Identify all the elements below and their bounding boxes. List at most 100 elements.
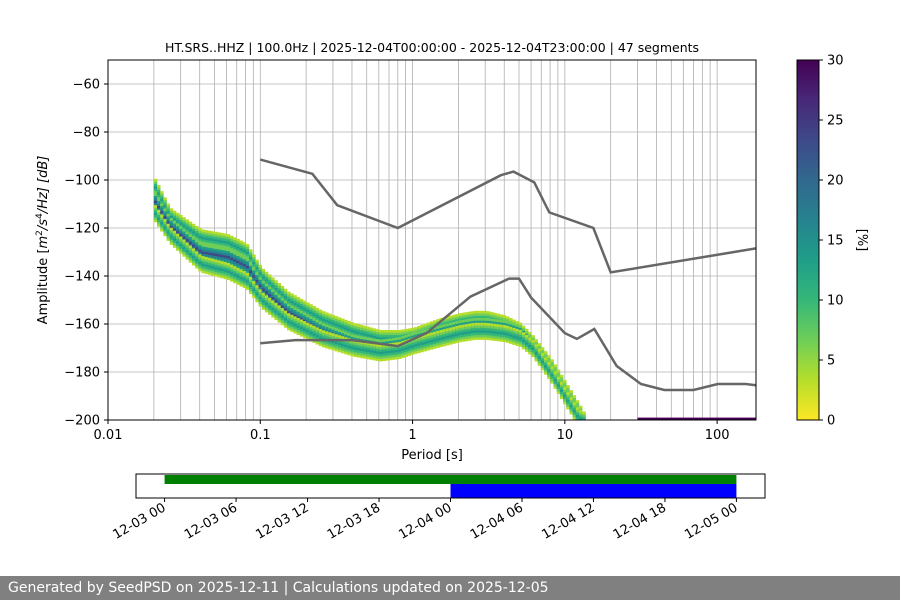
- heatmap-cell: [223, 235, 228, 239]
- heatmap-cell: [169, 220, 174, 224]
- heatmap-cell: [337, 317, 342, 321]
- heatmap-cell: [490, 312, 494, 315]
- heatmap-cell: [210, 245, 215, 249]
- heatmap-cell: [233, 239, 237, 243]
- heatmap-cell: [350, 331, 355, 335]
- heatmap-cell: [334, 341, 339, 345]
- heatmap-cell: [268, 309, 272, 313]
- heatmap-cell: [344, 327, 348, 330]
- heatmap-cell: [502, 320, 507, 323]
- heatmap-cell: [433, 322, 437, 326]
- heatmap-cell: [201, 265, 205, 269]
- heatmap-cell: [160, 193, 164, 197]
- heatmap-cell: [420, 344, 424, 348]
- heatmap-cell: [277, 305, 282, 309]
- heatmap-cell: [258, 267, 263, 270]
- heatmap-cell: [157, 217, 161, 220]
- heatmap-cell: [229, 276, 234, 280]
- heatmap-cell: [264, 307, 269, 311]
- heatmap-cell: [264, 293, 269, 297]
- time-tick-label: 12-03 00: [110, 500, 168, 542]
- heatmap-cell: [499, 334, 504, 337]
- heatmap-cell: [268, 302, 272, 306]
- heatmap-cell: [337, 347, 342, 350]
- heatmap-cell: [271, 282, 275, 285]
- heatmap-cell: [179, 239, 183, 242]
- heatmap-cell: [185, 221, 190, 225]
- heatmap-cell: [534, 351, 539, 355]
- heatmap-cell: [163, 197, 167, 201]
- heatmap-cell: [569, 406, 573, 410]
- heatmap-cell: [391, 340, 396, 344]
- heatmap-cell: [198, 228, 202, 231]
- heatmap-cell: [185, 234, 190, 237]
- heatmap-cell: [226, 267, 231, 271]
- heatmap-cell: [394, 354, 399, 358]
- heatmap-cell: [321, 318, 326, 322]
- heatmap-cell: [480, 327, 485, 331]
- heatmap-cell: [315, 327, 320, 331]
- heatmap-cell: [271, 291, 275, 295]
- heatmap-cell: [198, 256, 202, 260]
- heatmap-cell: [242, 275, 247, 279]
- heatmap-cell: [229, 262, 234, 265]
- heatmap-cell: [214, 266, 218, 270]
- heatmap-cell: [191, 253, 196, 256]
- heatmap-cell: [309, 329, 313, 332]
- heatmap-cell: [502, 329, 507, 333]
- heatmap-cell: [223, 245, 228, 249]
- heatmap-cell: [287, 305, 291, 309]
- heatmap-cell: [207, 247, 212, 251]
- heatmap-cell: [366, 331, 370, 335]
- heatmap-cell: [483, 318, 488, 321]
- heatmap-cell: [249, 288, 253, 292]
- heatmap-cell: [471, 335, 475, 338]
- heatmap-cell: [442, 326, 447, 330]
- heatmap-cell: [166, 213, 171, 217]
- heatmap-cell: [325, 317, 329, 320]
- heatmap-cell: [553, 366, 558, 370]
- heatmap-cell: [210, 263, 215, 267]
- heatmap-cell: [417, 328, 421, 332]
- heatmap-cell: [188, 245, 193, 249]
- heatmap-cell: [550, 368, 554, 372]
- heatmap-cell: [271, 302, 275, 306]
- heatmap-cell: [563, 396, 567, 400]
- heatmap-cell: [341, 345, 345, 349]
- heatmap-cell: [245, 270, 250, 274]
- heatmap-cell: [528, 344, 532, 348]
- heatmap-cell: [375, 348, 380, 352]
- heatmap-cell: [296, 299, 301, 303]
- heatmap-cell: [185, 228, 190, 232]
- heatmap-cell: [264, 290, 269, 294]
- heatmap-cell: [410, 352, 415, 355]
- heatmap-cell: [325, 326, 329, 330]
- heatmap-cell: [318, 331, 323, 335]
- heatmap-cell: [277, 317, 282, 321]
- heatmap-cell: [220, 237, 224, 241]
- heatmap-cell: [182, 253, 186, 257]
- heatmap-cell: [372, 328, 377, 332]
- heatmap-cell: [233, 263, 237, 267]
- heatmap-cell: [204, 249, 209, 252]
- heatmap-cell: [182, 217, 186, 220]
- heatmap-cell: [318, 336, 323, 339]
- heatmap-cell: [312, 328, 316, 331]
- heatmap-cell: [169, 235, 174, 238]
- heatmap-cell: [153, 207, 158, 211]
- heatmap-cell: [163, 219, 167, 222]
- heatmap-cell: [366, 351, 370, 355]
- heatmap-cell: [166, 210, 171, 214]
- heatmap-cell: [429, 346, 434, 350]
- heatmap-cell: [486, 311, 491, 314]
- bar-available-data: [164, 475, 737, 484]
- heatmap-cell: [445, 328, 450, 332]
- heatmap-cell: [566, 397, 570, 400]
- heatmap-cell: [572, 402, 577, 406]
- heatmap-cell: [572, 414, 577, 418]
- heatmap-cell: [315, 324, 320, 328]
- heatmap-cell: [198, 244, 202, 248]
- heatmap-cell: [563, 384, 567, 388]
- heatmap-cell: [176, 215, 180, 218]
- heatmap-cell: [274, 292, 278, 295]
